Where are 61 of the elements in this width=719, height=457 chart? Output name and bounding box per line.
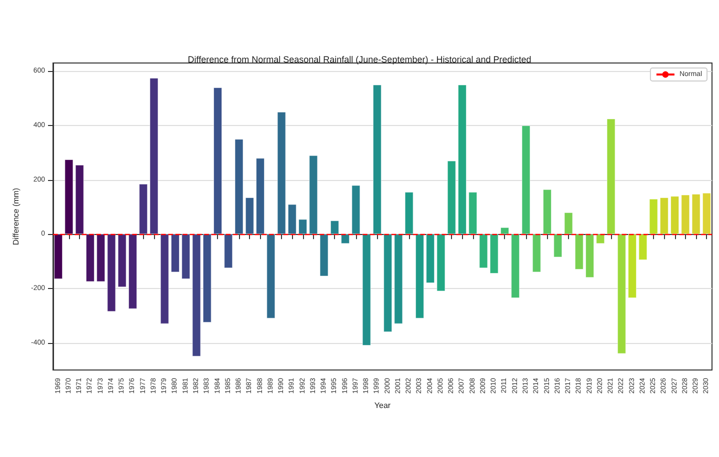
bar bbox=[543, 189, 552, 234]
bar bbox=[192, 234, 201, 356]
bar bbox=[532, 234, 541, 272]
bar bbox=[54, 234, 63, 279]
bar bbox=[415, 234, 424, 318]
bar bbox=[670, 196, 680, 234]
bar bbox=[574, 234, 584, 270]
y-axis-title: Difference (mm) bbox=[12, 188, 21, 246]
bar bbox=[436, 234, 446, 292]
bar bbox=[352, 185, 360, 234]
bar bbox=[447, 160, 456, 234]
bar bbox=[150, 78, 158, 234]
bar bbox=[139, 184, 148, 234]
bar bbox=[372, 84, 382, 234]
bar bbox=[341, 234, 350, 244]
bar bbox=[234, 139, 244, 234]
bar bbox=[330, 220, 339, 234]
bar bbox=[617, 234, 626, 354]
bar bbox=[277, 112, 286, 234]
bar bbox=[256, 158, 265, 234]
bar bbox=[182, 234, 190, 279]
bar bbox=[564, 212, 573, 234]
bar bbox=[606, 118, 616, 234]
bar bbox=[309, 155, 318, 234]
bar bbox=[384, 234, 392, 332]
bar bbox=[362, 234, 371, 346]
bar bbox=[628, 234, 637, 298]
bar bbox=[511, 234, 520, 298]
bar bbox=[586, 234, 594, 278]
bar bbox=[490, 234, 498, 274]
bar bbox=[554, 234, 562, 258]
bar bbox=[214, 87, 222, 234]
bar bbox=[288, 204, 296, 234]
x-axis-title: Year bbox=[374, 400, 391, 410]
bar bbox=[458, 84, 466, 234]
bar bbox=[118, 234, 126, 288]
bar bbox=[245, 197, 254, 234]
bar bbox=[266, 234, 276, 318]
bar bbox=[86, 234, 94, 282]
bar bbox=[660, 197, 668, 234]
bar bbox=[404, 192, 414, 234]
bar bbox=[649, 198, 658, 234]
bar bbox=[96, 234, 106, 282]
bar bbox=[468, 192, 478, 234]
bar bbox=[298, 219, 308, 234]
bar bbox=[638, 234, 648, 260]
bar bbox=[479, 234, 488, 268]
bar bbox=[702, 192, 711, 234]
bar bbox=[426, 234, 435, 284]
bar bbox=[596, 234, 605, 244]
bar bbox=[394, 234, 403, 324]
bar bbox=[202, 234, 212, 322]
bar bbox=[170, 234, 180, 272]
bar bbox=[320, 234, 328, 276]
bar bbox=[224, 234, 233, 268]
bar bbox=[107, 234, 116, 312]
bar bbox=[128, 234, 137, 309]
chart-title: Difference from Normal Seasonal Rainfall (June-September) - Historical and Predicted bbox=[188, 54, 532, 64]
bar bbox=[160, 234, 169, 324]
bar bbox=[522, 125, 530, 234]
bar bbox=[500, 227, 509, 234]
